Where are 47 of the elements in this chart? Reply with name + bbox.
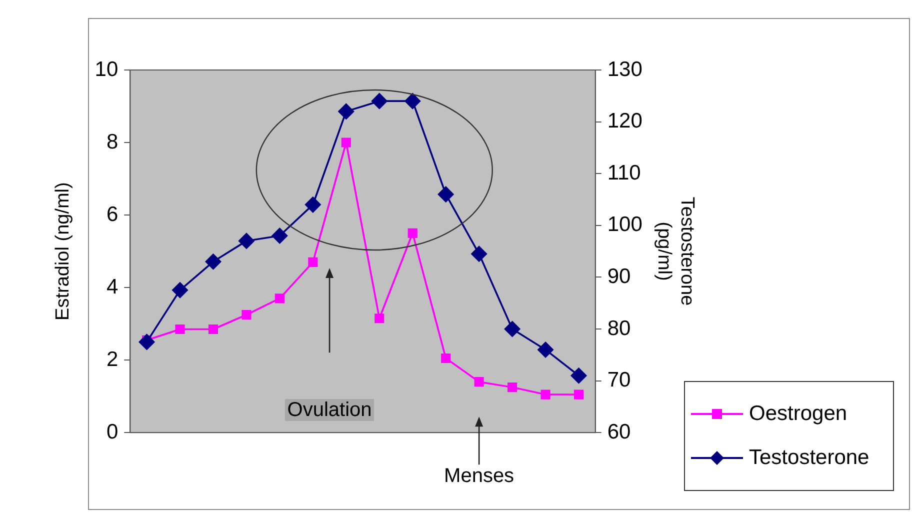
y2-tick-label: 90 xyxy=(607,264,631,288)
point xyxy=(272,228,288,244)
point xyxy=(205,254,222,270)
point xyxy=(474,377,484,387)
point xyxy=(172,282,188,298)
point xyxy=(508,382,518,392)
point xyxy=(175,324,185,334)
y-axis-title: Estradiol (ng/ml) xyxy=(52,182,74,320)
point xyxy=(338,104,354,120)
point xyxy=(438,186,454,202)
point xyxy=(341,138,351,148)
point xyxy=(441,353,451,364)
point xyxy=(138,334,155,350)
point xyxy=(238,233,254,249)
y-tick-label: 4 xyxy=(106,275,118,298)
point xyxy=(305,196,321,213)
y2-tick-label: 130 xyxy=(607,58,642,81)
y2-tick-label: 110 xyxy=(607,161,641,184)
point xyxy=(471,246,487,262)
point xyxy=(274,294,284,304)
legend-label: Oestrogen xyxy=(749,402,848,426)
y-tick-label: 8 xyxy=(106,130,118,154)
y-tick-label: 6 xyxy=(106,202,118,226)
y2-tick-label: 70 xyxy=(607,368,631,392)
y-tick-label: 0 xyxy=(106,420,118,444)
point xyxy=(404,93,421,109)
point xyxy=(308,257,318,267)
y2-axis-title: Testosterone (pg/ml) xyxy=(654,196,698,306)
legend-label: Testosterone xyxy=(749,446,870,470)
y-tick-label: 2 xyxy=(106,348,118,371)
point xyxy=(574,390,584,400)
point xyxy=(408,228,418,238)
point xyxy=(371,93,388,109)
point xyxy=(374,314,384,324)
point xyxy=(538,342,554,358)
point xyxy=(570,368,587,384)
point xyxy=(242,310,252,320)
point xyxy=(540,390,550,400)
point xyxy=(504,321,520,337)
annotation: Ovulation xyxy=(285,398,374,421)
y2-tick-label: 120 xyxy=(607,110,642,133)
text: Menses xyxy=(443,464,516,488)
point xyxy=(208,324,218,334)
y-tick-label: 10 xyxy=(94,58,118,81)
y2-tick-label: 60 xyxy=(607,420,631,444)
y2-tick-label: 80 xyxy=(607,316,631,340)
y2-tick-label: 100 xyxy=(607,213,642,236)
